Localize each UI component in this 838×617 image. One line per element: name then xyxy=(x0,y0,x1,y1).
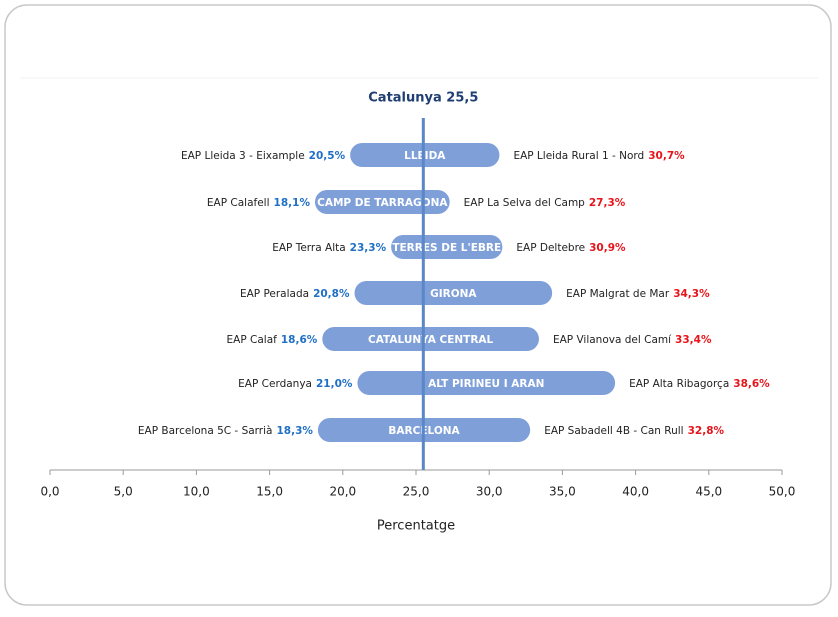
low-name: EAP Calaf xyxy=(227,334,278,346)
range-bar xyxy=(314,190,450,214)
high-label: EAP Alta Ribagorça 38,6% xyxy=(629,378,770,390)
x-tick-label: 40,0 xyxy=(622,485,649,499)
high-value: 30,9% xyxy=(589,242,626,254)
low-name: EAP Calafell xyxy=(207,197,270,209)
low-label: EAP Terra Alta 23,3% xyxy=(272,242,386,254)
x-tick-label: 45,0 xyxy=(695,485,722,499)
low-value: 21,0% xyxy=(316,378,353,390)
x-tick-label: 35,0 xyxy=(549,485,576,499)
high-value: 33,4% xyxy=(675,334,712,346)
low-name: EAP Barcelona 5C - Sarrià xyxy=(138,425,273,437)
low-value: 18,6% xyxy=(281,334,318,346)
high-value: 27,3% xyxy=(589,197,626,209)
x-tick-label: 25,0 xyxy=(403,485,430,499)
low-value: 20,8% xyxy=(313,288,350,300)
low-name: EAP Peralada xyxy=(240,288,309,300)
low-label: EAP Cerdanya 21,0% xyxy=(238,378,353,390)
low-label: EAP Calafell 18,1% xyxy=(207,197,311,209)
low-value: 18,3% xyxy=(276,425,313,437)
x-tick-label: 0,0 xyxy=(40,485,59,499)
high-label: EAP Lleida Rural 1 - Nord 30,7% xyxy=(513,150,685,162)
high-name: EAP Vilanova del Camí xyxy=(553,334,672,346)
high-label: EAP La Selva del Camp 27,3% xyxy=(464,197,626,209)
high-value: 38,6% xyxy=(733,378,770,390)
region-label: CATALUNYA CENTRAL xyxy=(368,334,494,346)
low-label: EAP Calaf 18,6% xyxy=(227,334,318,346)
low-value: 23,3% xyxy=(350,242,387,254)
x-axis-label: Percentatge xyxy=(377,519,455,534)
x-tick-label: 15,0 xyxy=(256,485,283,499)
range-bar xyxy=(322,327,539,351)
low-name: EAP Cerdanya xyxy=(238,378,312,390)
high-name: EAP Deltebre xyxy=(516,242,585,254)
high-name: EAP Lleida Rural 1 - Nord xyxy=(513,150,644,162)
x-tick-label: 5,0 xyxy=(114,485,133,499)
high-value: 30,7% xyxy=(648,150,685,162)
region-label: GIRONA xyxy=(430,288,477,300)
reference-label: Catalunya 25,5 xyxy=(368,91,478,106)
region-label: ALT PIRINEU I ARAN xyxy=(428,378,544,390)
x-tick-label: 20,0 xyxy=(329,485,356,499)
low-name: EAP Lleida 3 - Eixample xyxy=(181,150,305,162)
low-value: 20,5% xyxy=(309,150,346,162)
low-label: EAP Peralada 20,8% xyxy=(240,288,350,300)
high-label: EAP Sabadell 4B - Can Rull 32,8% xyxy=(544,425,724,437)
region-label: CAMP DE TARRAGONA xyxy=(317,197,448,209)
x-tick-label: 10,0 xyxy=(183,485,210,499)
high-name: EAP Alta Ribagorça xyxy=(629,378,729,390)
x-tick-label: 50,0 xyxy=(769,485,796,499)
high-label: EAP Deltebre 30,9% xyxy=(516,242,626,254)
high-name: EAP La Selva del Camp xyxy=(464,197,586,209)
low-label: EAP Barcelona 5C - Sarrià 18,3% xyxy=(138,425,314,437)
region-label: TERRES DE L'EBRE xyxy=(392,242,501,254)
low-value: 18,1% xyxy=(274,197,311,209)
x-tick-label: 30,0 xyxy=(476,485,503,499)
region-label: LLEIDA xyxy=(404,150,446,162)
high-value: 34,3% xyxy=(673,288,710,300)
range-bar xyxy=(354,281,553,305)
high-value: 32,8% xyxy=(688,425,725,437)
high-name: EAP Malgrat de Mar xyxy=(566,288,670,300)
high-name: EAP Sabadell 4B - Can Rull xyxy=(544,425,683,437)
low-label: EAP Lleida 3 - Eixample 20,5% xyxy=(181,150,346,162)
range-bar xyxy=(391,235,503,259)
high-label: EAP Vilanova del Camí 33,4% xyxy=(553,334,712,346)
high-label: EAP Malgrat de Mar 34,3% xyxy=(566,288,710,300)
low-name: EAP Terra Alta xyxy=(272,242,345,254)
